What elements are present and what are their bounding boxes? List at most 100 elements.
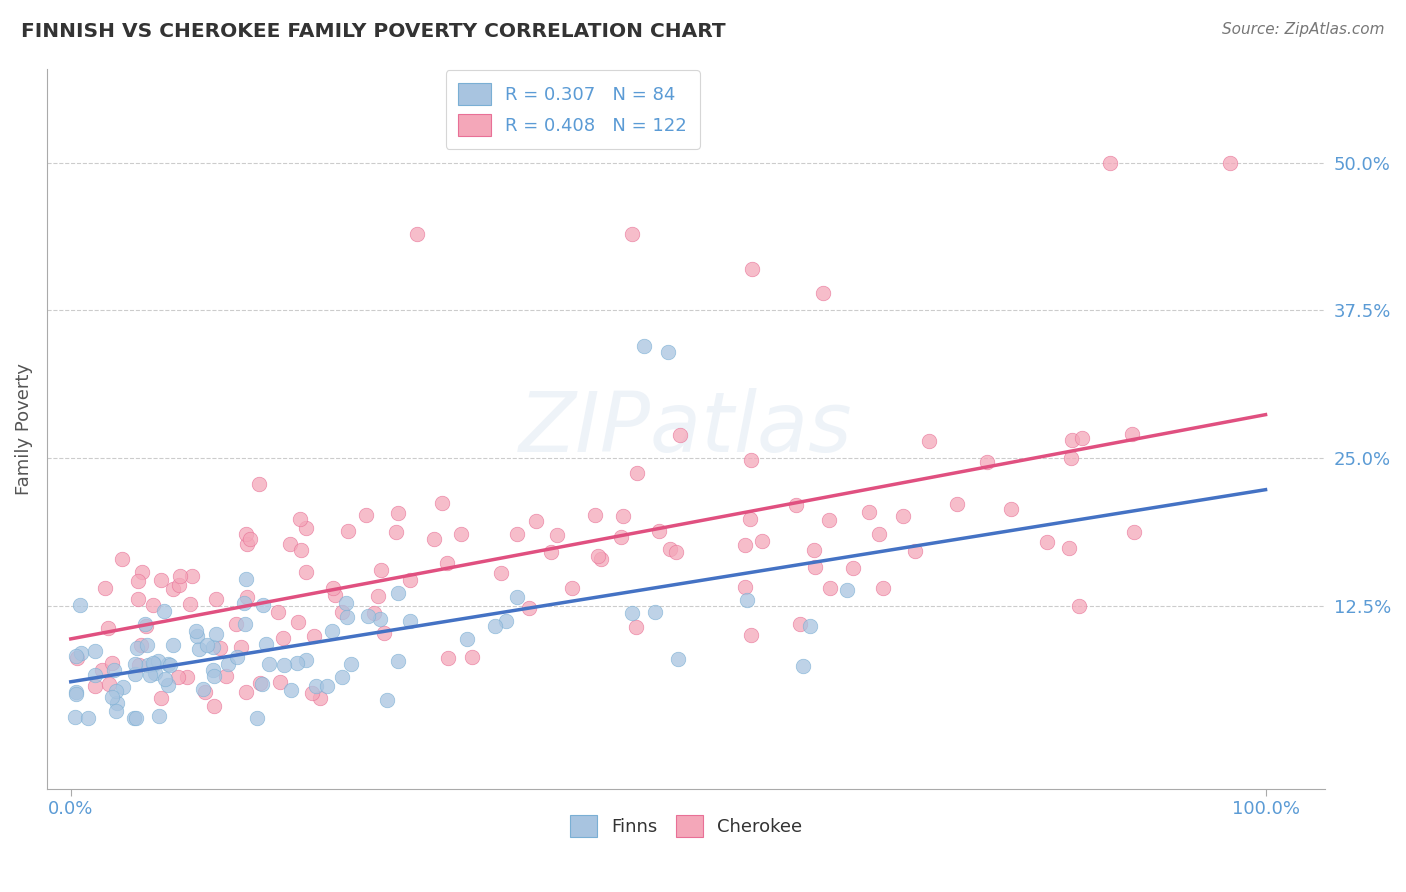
Point <box>125 640 148 655</box>
Point <box>129 638 152 652</box>
Point <box>817 513 839 527</box>
Point <box>84 668 107 682</box>
Point <box>339 657 361 671</box>
Point <box>181 569 204 583</box>
Point <box>215 669 238 683</box>
Point <box>136 657 159 672</box>
Point <box>803 559 825 574</box>
Point <box>835 582 858 597</box>
Point <box>789 616 811 631</box>
Point <box>665 544 688 558</box>
Y-axis label: Family Poverty: Family Poverty <box>15 362 32 494</box>
Point <box>135 638 157 652</box>
Point <box>734 538 756 552</box>
Point <box>142 656 165 670</box>
Point <box>375 692 398 706</box>
Point <box>225 617 247 632</box>
Point <box>330 605 353 619</box>
Point <box>294 521 316 535</box>
Point <box>194 685 217 699</box>
Point <box>1059 450 1081 465</box>
Point <box>101 690 124 705</box>
Point <box>105 684 128 698</box>
Point <box>735 593 758 607</box>
Point <box>1036 534 1059 549</box>
Point <box>330 670 353 684</box>
Point <box>387 654 409 668</box>
Point <box>148 654 170 668</box>
Point <box>1060 433 1083 447</box>
Point <box>273 657 295 672</box>
Point <box>461 649 484 664</box>
Point <box>233 596 256 610</box>
Point <box>484 618 506 632</box>
Point <box>517 601 540 615</box>
Text: ZIPatlas: ZIPatlas <box>519 388 853 469</box>
Point <box>169 569 191 583</box>
Point <box>589 552 612 566</box>
Point <box>149 573 172 587</box>
Point <box>204 627 226 641</box>
Point <box>741 262 763 277</box>
Point <box>127 592 149 607</box>
Point <box>336 610 359 624</box>
Point <box>159 657 181 672</box>
Point <box>143 666 166 681</box>
Point <box>295 566 318 580</box>
Point <box>547 527 569 541</box>
Point <box>946 497 969 511</box>
Point <box>456 632 478 646</box>
Point <box>269 675 291 690</box>
Point <box>142 657 165 672</box>
Point <box>561 581 583 595</box>
Point <box>246 711 269 725</box>
Point <box>254 637 277 651</box>
Point <box>540 544 562 558</box>
Point <box>432 496 454 510</box>
Point <box>633 339 655 353</box>
Point <box>131 565 153 579</box>
Point <box>872 581 894 595</box>
Point <box>648 524 671 539</box>
Point <box>66 650 89 665</box>
Point <box>128 658 150 673</box>
Point <box>157 678 180 692</box>
Point <box>135 618 157 632</box>
Point <box>124 711 146 725</box>
Point <box>250 677 273 691</box>
Point <box>368 612 391 626</box>
Point <box>208 641 231 656</box>
Point <box>134 617 156 632</box>
Point <box>188 641 211 656</box>
Point <box>495 614 517 628</box>
Point <box>612 508 634 523</box>
Point <box>202 663 225 677</box>
Point <box>751 533 773 548</box>
Point <box>868 527 890 541</box>
Point <box>273 631 295 645</box>
Point <box>280 682 302 697</box>
Point <box>322 581 344 595</box>
Point <box>1099 156 1122 170</box>
Point <box>63 710 86 724</box>
Point <box>195 638 218 652</box>
Point <box>398 614 420 628</box>
Point <box>69 598 91 612</box>
Point <box>335 596 357 610</box>
Point <box>176 670 198 684</box>
Point <box>65 685 87 699</box>
Point <box>1121 426 1143 441</box>
Point <box>231 640 253 654</box>
Point <box>1219 156 1241 170</box>
Point <box>792 658 814 673</box>
Point <box>65 649 87 664</box>
Point <box>740 628 762 642</box>
Point <box>101 656 124 670</box>
Point <box>644 605 666 619</box>
Point <box>235 685 257 699</box>
Point <box>738 512 761 526</box>
Point <box>406 227 429 241</box>
Point <box>266 605 288 619</box>
Text: Source: ZipAtlas.com: Source: ZipAtlas.com <box>1222 22 1385 37</box>
Point <box>127 574 149 588</box>
